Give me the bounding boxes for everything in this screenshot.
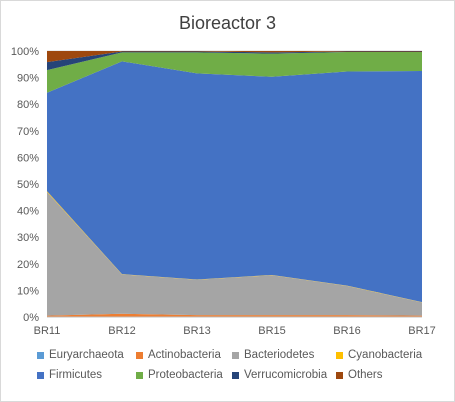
- x-tick-label: BR17: [408, 325, 436, 337]
- y-tick-label: 30%: [17, 232, 39, 244]
- legend-item-firmicutes: Firmicutes: [37, 369, 136, 381]
- legend-swatch: [336, 351, 343, 359]
- legend-item-verrucomicrobia: Verrucomicrobia: [232, 369, 336, 381]
- legend-item-bacteriodetes: Bacteriodetes: [232, 349, 336, 361]
- x-tick-label: BR12: [108, 325, 136, 337]
- series-area-others: [47, 51, 422, 63]
- legend-swatch: [37, 351, 44, 359]
- y-tick-label: 10%: [17, 285, 39, 297]
- legend-item-cyanobacteria: Cyanobacteria: [336, 349, 446, 361]
- y-tick-label: 100%: [11, 46, 39, 58]
- y-tick-label: 50%: [17, 179, 39, 191]
- legend-label: Actinobacteria: [148, 349, 221, 361]
- y-tick-label: 70%: [17, 126, 39, 138]
- legend-item-proteobacteria: Proteobacteria: [136, 369, 232, 381]
- y-tick-label: 0%: [23, 312, 39, 324]
- x-tick-label: BR15: [258, 325, 286, 337]
- y-tick-label: 40%: [17, 206, 39, 218]
- legend-label: Firmicutes: [49, 369, 103, 381]
- legend-label: Proteobacteria: [148, 369, 223, 381]
- legend-label: Verrucomicrobia: [244, 369, 328, 381]
- legend-label: Euryarchaeota: [49, 349, 124, 361]
- y-tick-label: 80%: [17, 99, 39, 111]
- legend-swatch: [232, 371, 239, 379]
- y-tick-label: 90%: [17, 73, 39, 85]
- series-area-firmicutes: [47, 61, 422, 303]
- legend-label: Bacteriodetes: [244, 349, 315, 361]
- x-tick-label: BR16: [333, 325, 361, 337]
- y-tick-label: 60%: [17, 152, 39, 164]
- series-area-proteobacteria: [47, 52, 422, 93]
- legend-swatch: [336, 371, 343, 379]
- legend: Euryarchaeota Actinobacteria Bacteriodetes…: [37, 349, 455, 381]
- legend-label: Cyanobacteria: [348, 349, 423, 361]
- x-tick-label: BR11: [34, 325, 61, 337]
- legend-item-actinobacteria: Actinobacteria: [136, 349, 232, 361]
- legend-label: Others: [348, 369, 383, 381]
- legend-swatch: [37, 371, 44, 379]
- legend-item-euryarchaeota: Euryarchaeota: [37, 349, 136, 361]
- legend-swatch: [136, 371, 143, 379]
- y-tick-label: 20%: [17, 259, 39, 271]
- legend-item-others: Others: [336, 369, 446, 381]
- series-area-bacteriodetes: [47, 191, 422, 316]
- x-tick-label: BR13: [183, 325, 211, 337]
- chart-title: Bioreactor 3: [178, 13, 277, 33]
- legend-swatch: [136, 351, 143, 359]
- legend-swatch: [232, 351, 239, 359]
